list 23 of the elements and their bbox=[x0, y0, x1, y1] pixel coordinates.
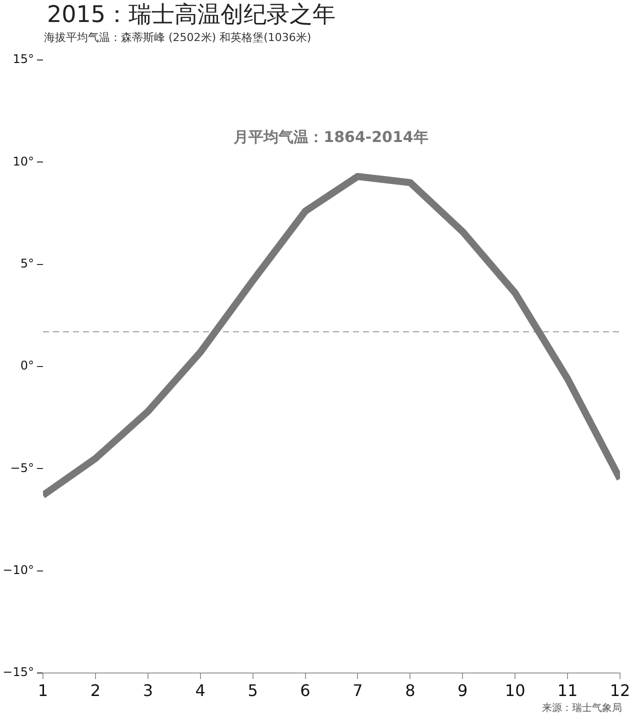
chart-title: 2015：瑞士高温创纪录之年 bbox=[47, 2, 336, 28]
y-tick-label: −15° bbox=[2, 665, 34, 680]
y-tick-label: −10° bbox=[2, 562, 34, 577]
x-tick-label: 7 bbox=[352, 680, 363, 700]
x-tick-label: 10 bbox=[504, 680, 526, 700]
source-note: 来源：瑞士气象局 bbox=[542, 703, 622, 714]
x-tick-label: 8 bbox=[405, 680, 416, 700]
y-tick-label: 15° bbox=[12, 52, 34, 66]
chart-subtitle: 海拔平均气温：森蒂斯峰 (2502米) 和英格堡(1036米) bbox=[44, 31, 312, 45]
y-tick-label: 0° bbox=[20, 358, 34, 373]
x-tick-label: 1 bbox=[38, 680, 48, 700]
x-tick-label: 5 bbox=[248, 680, 258, 700]
y-tick-label: −5° bbox=[10, 460, 34, 475]
x-tick-label: 3 bbox=[142, 680, 154, 700]
x-tick-label: 12 bbox=[610, 680, 630, 700]
annotation: 月平均气温：1864-2014年 bbox=[234, 128, 428, 146]
x-tick-label: 11 bbox=[557, 680, 578, 700]
y-tick-label: 5° bbox=[20, 256, 34, 270]
x-tick-label: 9 bbox=[458, 680, 468, 700]
x-tick-label: 2 bbox=[90, 680, 101, 700]
x-tick-label: 4 bbox=[195, 680, 206, 700]
y-tick-label: 10° bbox=[12, 154, 34, 168]
x-tick-label: 6 bbox=[300, 680, 310, 700]
